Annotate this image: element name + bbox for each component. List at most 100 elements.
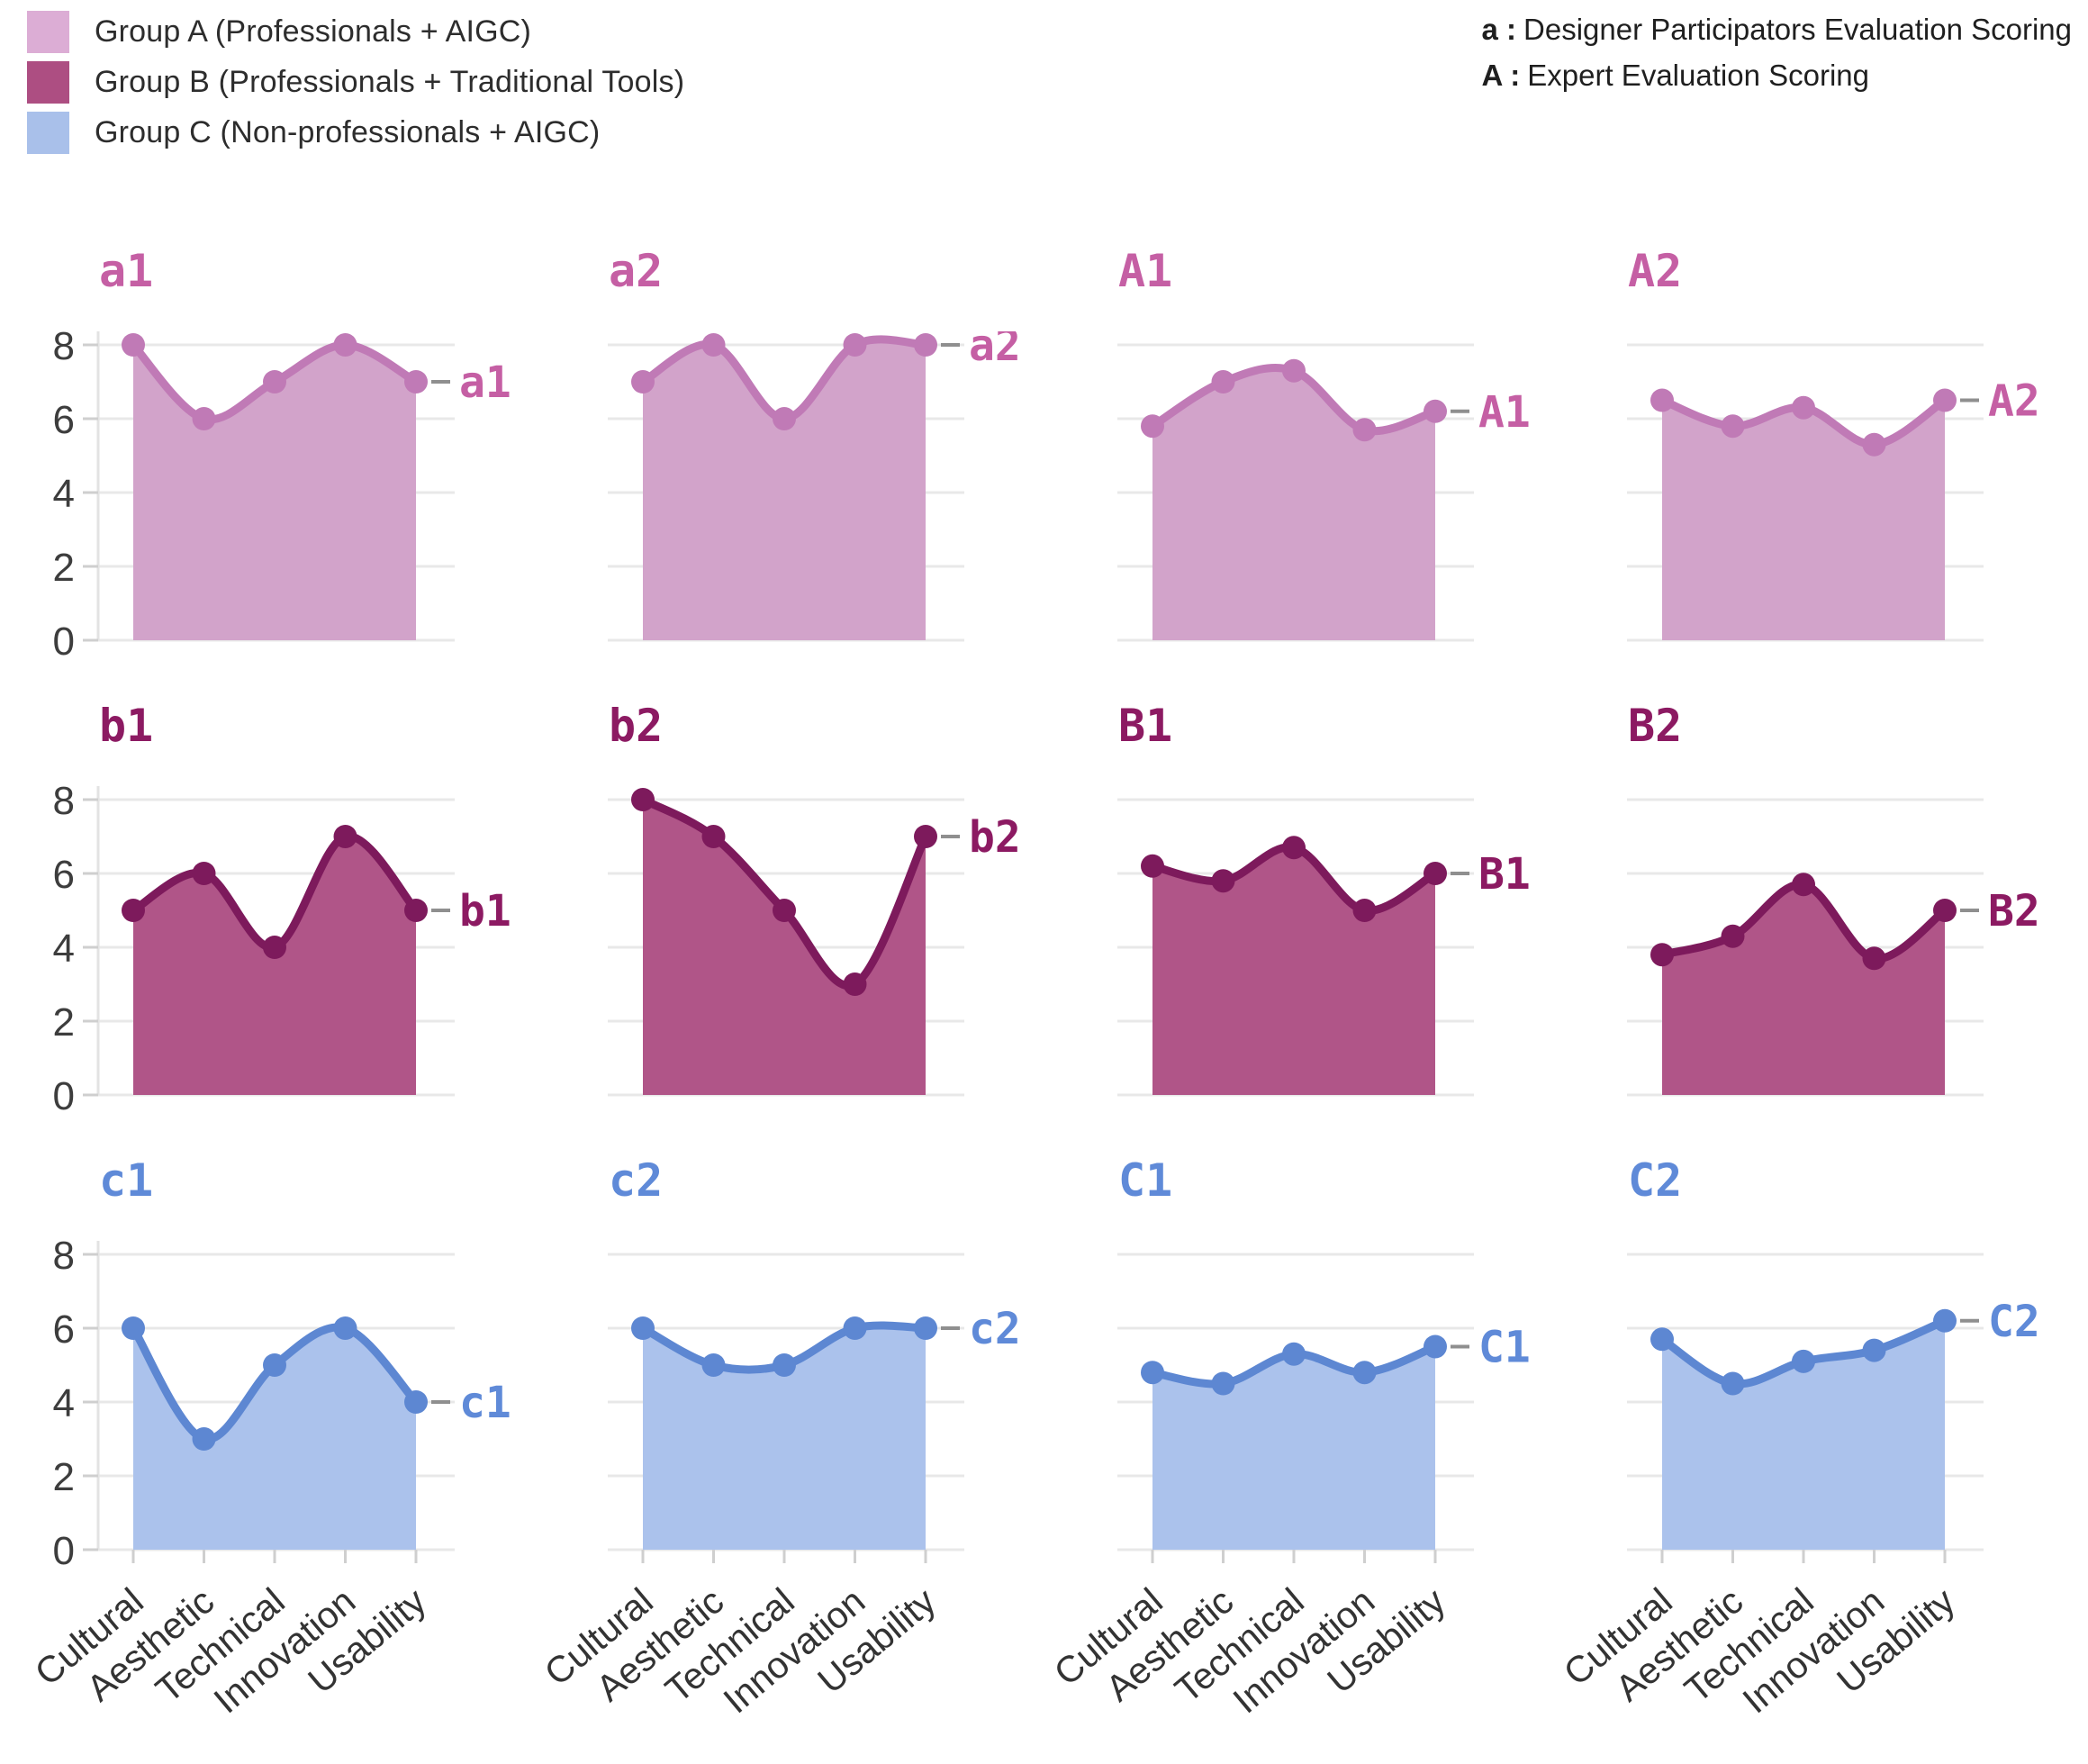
scoring-key-symbol: a :	[1481, 13, 1517, 46]
data-point	[1424, 1334, 1447, 1359]
y-tick-label: 6	[53, 853, 75, 897]
series-end-label: b1	[459, 886, 511, 936]
area-chart: B2	[1627, 798, 2040, 1097]
chart-cell-B1: B1 B1	[1055, 689, 1565, 1128]
y-tick-label: 6	[53, 398, 75, 442]
y-tick-label: 0	[53, 1074, 75, 1118]
chart-title: A1	[1118, 245, 1173, 297]
scoring-key-text: Designer Participators Evaluation Scorin…	[1523, 13, 2072, 46]
chart-title: a1	[99, 245, 154, 297]
area-fill	[1152, 846, 1435, 1095]
chart-cell-c1: c1 0 2 4 6 8 Cultural Aesthetic Technical Innova…	[36, 1144, 546, 1759]
y-tick-label: 8	[53, 786, 75, 823]
chart-cell-b1: b1 0 2 4 6 8 b1	[36, 689, 546, 1128]
data-point	[701, 825, 726, 848]
y-tick-label: 0	[53, 1529, 75, 1573]
data-point	[701, 333, 726, 357]
data-point	[1721, 924, 1745, 948]
y-tick-label: 6	[53, 1307, 75, 1352]
area-fill	[1662, 884, 1945, 1095]
area-fill	[643, 339, 926, 640]
y-tick-label: 4	[53, 927, 75, 971]
data-point	[701, 1353, 726, 1377]
data-point	[1282, 836, 1306, 860]
chart-title: B1	[1118, 700, 1173, 752]
area-chart: b2	[608, 788, 1021, 1097]
series-end-label: a2	[969, 331, 1021, 371]
data-point	[122, 899, 145, 922]
data-point	[1862, 946, 1886, 971]
chart-cell-b2: b2 b2	[546, 689, 1055, 1128]
data-point	[1352, 418, 1377, 442]
data-point	[192, 862, 216, 885]
legend-item-group-a: Group A (Professionals + AIGC)	[27, 11, 684, 53]
area-chart: CulturalAestheticTechnicalInnovationUsab…	[546, 1253, 1021, 1722]
data-point	[1424, 399, 1447, 423]
chart-row-group-a: a1 0 2 4 6 8 a1 a2 a2 A1 A1 A2 A2	[36, 234, 2074, 674]
chart-title: c2	[609, 1154, 664, 1207]
data-point	[122, 333, 145, 357]
data-point	[404, 1390, 428, 1414]
series-end-label: A2	[1988, 376, 2040, 427]
data-point	[333, 333, 357, 357]
data-point	[263, 936, 286, 959]
series-end-label: a1	[459, 357, 511, 408]
series-end-label: c1	[459, 1378, 511, 1428]
chart-row-group-b: b1 0 2 4 6 8 b1 b2 b2 B1 B1 B2 B2	[36, 689, 2074, 1128]
data-point	[1211, 869, 1235, 893]
data-point	[1792, 1349, 1815, 1373]
legend-label: Group B (Professionals + Traditional Too…	[95, 65, 685, 99]
scoring-key-text: Expert Evaluation Scoring	[1527, 59, 1869, 92]
data-point	[192, 1427, 216, 1451]
data-point	[333, 1316, 357, 1340]
legend-item-group-c: Group C (Non-professionals + AIGC)	[27, 112, 684, 154]
data-point	[1792, 873, 1815, 897]
series-end-label: B2	[1988, 886, 2040, 936]
series-line	[638, 795, 930, 991]
area-fill	[133, 1326, 416, 1550]
scoring-key-symbol: A :	[1481, 59, 1521, 92]
data-point	[333, 825, 357, 848]
area-chart: 0 2 4 6 8 a1	[53, 331, 511, 664]
data-point	[1792, 395, 1815, 420]
y-tick-label: 8	[53, 331, 75, 368]
legend-label: Group C (Non-professionals + AIGC)	[95, 115, 601, 149]
chart-cell-B2: B2 B2	[1565, 689, 2074, 1128]
area-fill	[1662, 400, 1945, 640]
y-tick-label: 2	[53, 546, 75, 590]
area-fill	[643, 1325, 926, 1550]
y-tick-label: 4	[53, 1381, 75, 1425]
data-point	[1650, 1327, 1674, 1352]
legend-swatch-group-a	[27, 11, 69, 53]
area-chart: B1	[1117, 798, 1531, 1097]
data-point	[1282, 1342, 1306, 1366]
data-point	[1282, 358, 1306, 383]
data-point	[843, 333, 867, 357]
chart-cell-a2: a2 a2	[546, 234, 1055, 674]
y-tick-label: 4	[53, 472, 75, 516]
data-point	[1424, 862, 1447, 885]
data-point	[1352, 1361, 1377, 1385]
data-point	[1141, 414, 1164, 439]
data-point	[1862, 432, 1886, 457]
chart-cell-C2: C2 Cultural Aesthetic Technical Innovation U…	[1565, 1144, 2074, 1759]
data-point	[1933, 1308, 1957, 1333]
area-chart: A2	[1627, 343, 2040, 642]
series-end-label: C2	[1988, 1297, 2040, 1347]
y-tick-label: 2	[53, 1455, 75, 1499]
data-point	[1650, 943, 1674, 967]
legend-label: Group A (Professionals + AIGC)	[95, 14, 532, 49]
area-chart: CulturalAestheticTechnicalInnovationUsab…	[1055, 1253, 1531, 1722]
series-end-label: A1	[1478, 387, 1531, 438]
y-tick-label: 2	[53, 1000, 75, 1045]
data-point	[1933, 388, 1957, 412]
data-point	[1721, 414, 1745, 439]
data-point	[1352, 899, 1377, 922]
area-fill	[1662, 1320, 1945, 1550]
legend-swatch-group-c	[27, 112, 69, 154]
chart-cell-A1: A1 A1	[1055, 234, 1565, 674]
area-chart: 0 2 4 6 8 b1	[53, 786, 511, 1118]
series-end-label: c2	[969, 1304, 1021, 1354]
data-point	[404, 899, 428, 922]
chart-title: c1	[99, 1154, 154, 1207]
